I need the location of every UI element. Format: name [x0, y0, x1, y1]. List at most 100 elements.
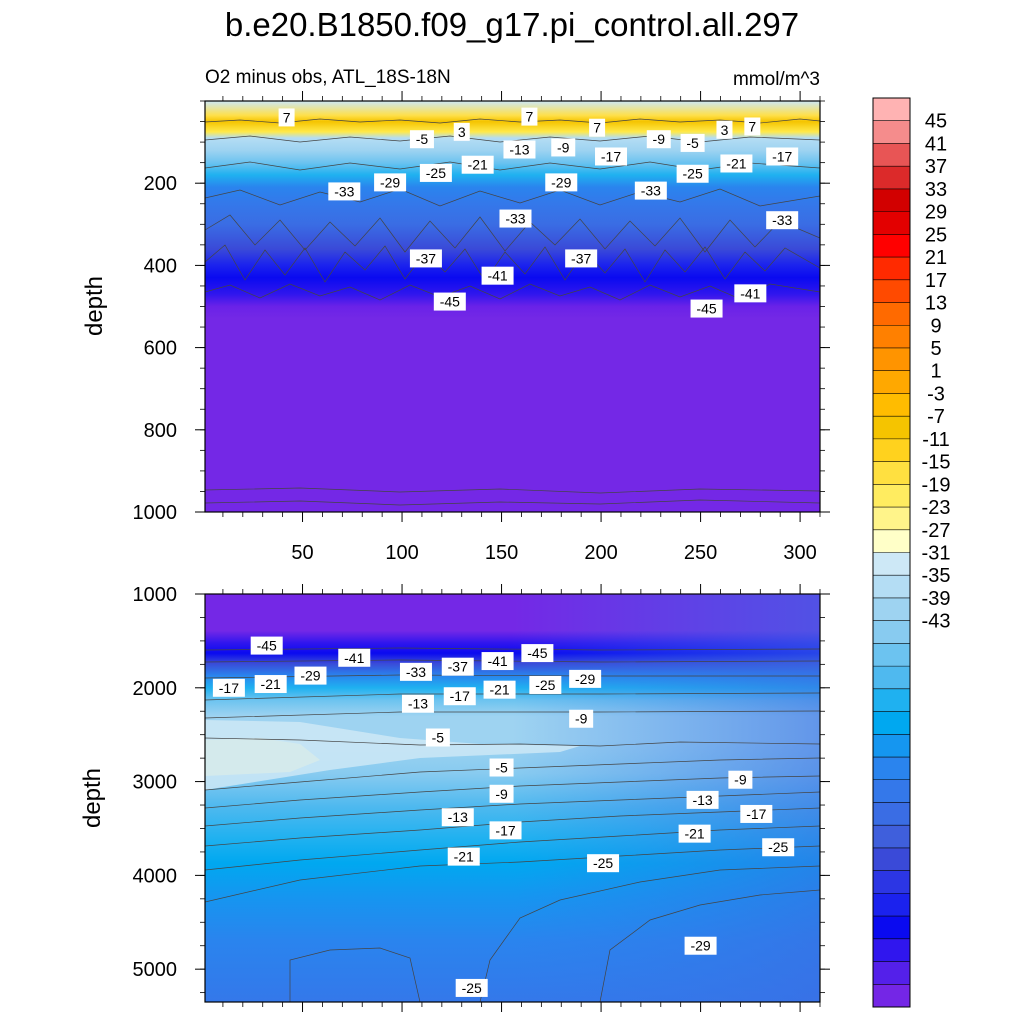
- colorbar-label: 37: [925, 156, 947, 178]
- colorbar-cell: [873, 666, 910, 690]
- colorbar-label: -27: [922, 520, 951, 542]
- contour-label-box: [744, 117, 761, 136]
- contour-label: -33: [499, 209, 532, 228]
- contour-label-text: -5: [416, 131, 429, 147]
- upper-y-tick-label: 400: [144, 255, 177, 277]
- colorbar-cell: [873, 302, 910, 326]
- contour-label-text: -21: [468, 157, 488, 173]
- colorbar-label: -11: [922, 429, 949, 451]
- contour-label: -41: [734, 284, 767, 303]
- contour-label: -17: [740, 804, 773, 823]
- colorbar-cell: [873, 416, 910, 440]
- contour-label: -45: [521, 644, 554, 663]
- contour-label-text: -5: [432, 730, 445, 746]
- contour-label-text: -37: [571, 250, 591, 266]
- colorbar-cell: [873, 688, 910, 712]
- upper-x-tick-label: 150: [485, 542, 518, 564]
- contour-label-text: -9: [734, 772, 747, 788]
- contour-label-text: -21: [261, 676, 281, 692]
- colorbar-label: 29: [925, 202, 947, 224]
- contour-label: -13: [441, 808, 474, 827]
- colorbar-label: 17: [925, 270, 947, 292]
- chart-title: b.e20.B1850.f09_g17.pi_control.all.297: [225, 6, 799, 43]
- contour-label-box: [569, 709, 594, 728]
- contour-label-box: [565, 249, 598, 268]
- contour-label: -25: [676, 164, 709, 183]
- contour-label: -9: [646, 130, 671, 149]
- upper-x-tick-label: 250: [684, 542, 717, 564]
- contour-label-box: [409, 130, 434, 149]
- colorbar-cell: [873, 825, 910, 849]
- colorbar-cell: [873, 711, 910, 735]
- contour-label-text: -17: [450, 688, 470, 704]
- colorbar-label: 25: [925, 224, 947, 246]
- contour-label-text: -37: [416, 250, 436, 266]
- colorbar-label: 41: [925, 133, 947, 155]
- lower-y-axis-title: depth: [79, 768, 106, 828]
- contour-label-box: [676, 164, 709, 183]
- colorbar-label: -35: [922, 565, 951, 587]
- contour-label-box: [461, 155, 494, 174]
- contour-label: -17: [212, 678, 245, 697]
- contour-label-box: [250, 636, 283, 655]
- colorbar-cell: [873, 461, 910, 485]
- contour-label-box: [483, 680, 516, 699]
- contour-label-text: -41: [487, 653, 507, 669]
- contour-label: -29: [545, 173, 578, 192]
- contour-label-text: -17: [746, 806, 766, 822]
- contour-label-text: -5: [495, 760, 508, 776]
- contour-label: -13: [686, 790, 719, 809]
- contour-label: -21: [461, 155, 494, 174]
- contour-label-text: -13: [448, 809, 468, 825]
- contour-label-box: [529, 675, 562, 694]
- colorbar-cell: [873, 166, 910, 190]
- colorbar-label: 21: [925, 247, 947, 269]
- contour-label-text: -21: [454, 849, 474, 865]
- contour-label: -9: [728, 770, 753, 789]
- upper-contour-lines: [205, 118, 820, 506]
- contour-label-text: -5: [686, 135, 699, 151]
- colorbar-cell: [873, 597, 910, 621]
- colorbar-cell: [873, 120, 910, 144]
- contour-label-text: -9: [575, 711, 588, 727]
- contour-label-text: -21: [684, 826, 704, 842]
- colorbar-label: 45: [925, 111, 947, 133]
- contour-label: -37: [441, 657, 474, 676]
- contour-label-box: [441, 808, 474, 827]
- contour-label-box: [212, 678, 245, 697]
- contour-label-text: -9: [495, 786, 508, 802]
- contour-label: -9: [569, 709, 594, 728]
- lower-contour-labels: -45 -41 -37 -41 -45 -33 -29 -29 -25 -21 -21 -17 -17 -…: [212, 636, 795, 997]
- contour-label-box: [401, 694, 434, 713]
- contour-label-text: -37: [448, 659, 468, 675]
- contour-label: -9: [551, 138, 576, 157]
- contour-label-box: [328, 182, 361, 201]
- contour-label-box: [441, 657, 474, 676]
- contour-label-box: [433, 292, 466, 311]
- contour-label: -33: [399, 662, 432, 681]
- contour-label: -29: [684, 936, 717, 955]
- colorbar-cell: [873, 279, 910, 303]
- contour-label-box: [589, 118, 606, 137]
- contour-label-text: -13: [692, 792, 712, 808]
- contour-label-text: -17: [772, 148, 792, 164]
- contour-label: -45: [250, 636, 283, 655]
- contour-label-box: [453, 122, 470, 141]
- contour-label-box: [374, 173, 407, 192]
- contour-label-box: [419, 163, 452, 182]
- colorbar-cell: [873, 211, 910, 235]
- contour-label-text: -25: [462, 980, 482, 996]
- contour-label-box: [680, 133, 705, 152]
- colorbar-cell: [873, 370, 910, 394]
- contour-label-text: 7: [748, 118, 756, 134]
- contour-label: -33: [328, 182, 361, 201]
- contour-label-text: 7: [283, 109, 291, 125]
- contour-label: -29: [569, 669, 602, 688]
- colorbar-label: -15: [922, 452, 951, 474]
- contour-label: -25: [455, 978, 488, 997]
- contour-label: -25: [419, 163, 452, 182]
- lower-y-tick-label: 3000: [133, 772, 178, 794]
- colorbar-label: 13: [925, 293, 947, 315]
- contour-label: -45: [690, 299, 723, 318]
